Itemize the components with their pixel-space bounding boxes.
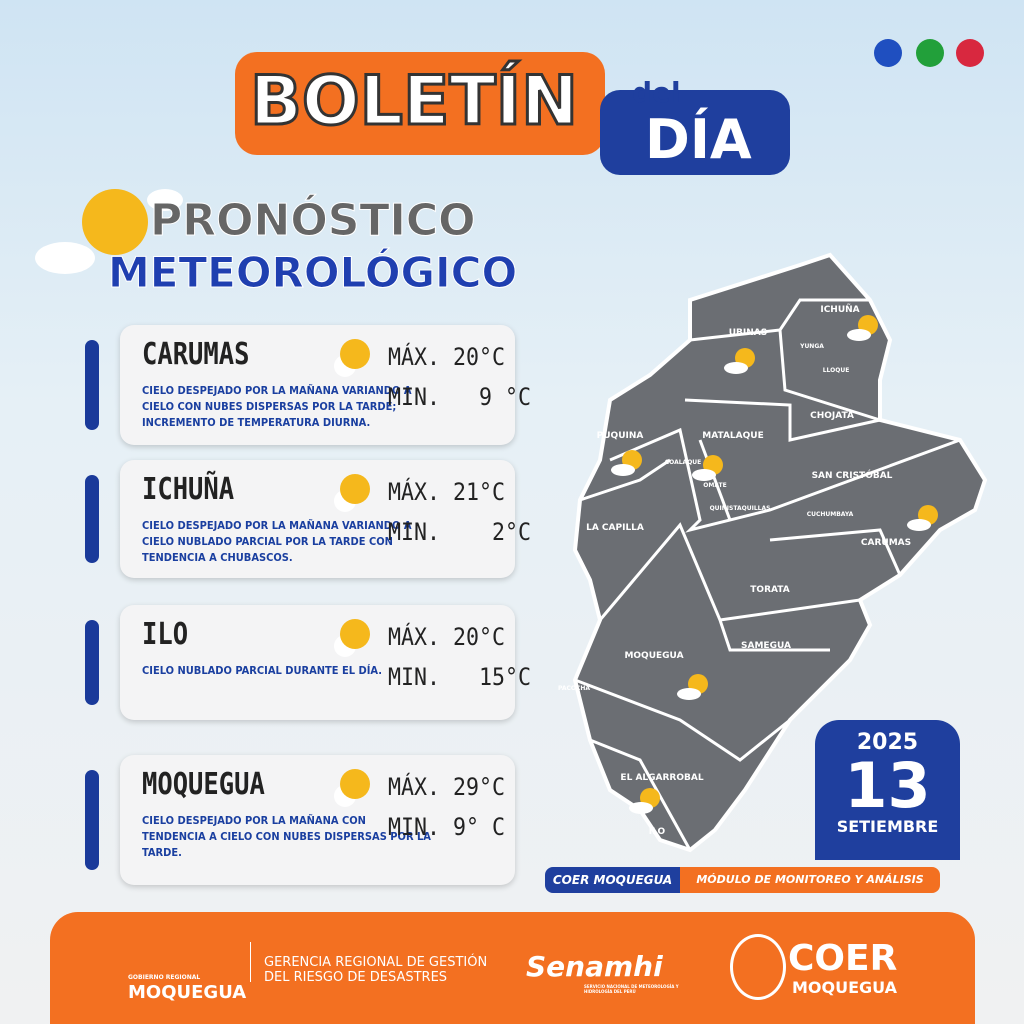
map-label: PACOCHA [558, 685, 590, 692]
cloud-icon [611, 464, 635, 476]
forecast-max: MÁX. 21°C [388, 478, 506, 506]
map-label: MATALAQUE [702, 431, 763, 441]
weather-icon [340, 474, 370, 504]
forecast-description: CIELO DESPEJADO POR LA MAÑANA VARIANDO A… [142, 384, 412, 429]
map-label: TORATA [750, 585, 789, 595]
map-label: SAN CRISTÓBAL [812, 469, 893, 481]
forecast-max: MÁX. 29°C [388, 773, 506, 801]
map-label: CHOJATA [810, 411, 854, 421]
forecast-name: ICHUÑA [142, 472, 235, 507]
date-year: 2025 [856, 730, 919, 755]
cloud-icon [907, 519, 931, 531]
forecast-card: ILO CIELO NUBLADO PARCIAL DURANTE EL DÍA.… [120, 605, 531, 720]
forecast-min: MIN. 9 °C [388, 383, 532, 411]
map-label: ILO [649, 827, 666, 837]
date-box: 2025 13 SETIEMBRE [815, 720, 960, 860]
weather-icon [340, 339, 370, 369]
cloud-icon [692, 469, 716, 481]
cloud-icon [629, 802, 653, 814]
map-label: OMATE [703, 482, 726, 489]
forecast-min: MIN. 15°C [388, 663, 532, 691]
senamhi: Senamhi [526, 950, 663, 983]
forecast-name: CARUMAS [142, 337, 250, 372]
forecast-card: MOQUEGUA CIELO DESPEJADO POR LA MAÑANA CO… [120, 755, 515, 885]
date-day: 13 [844, 749, 931, 822]
forecast-name: MOQUEGUA [142, 767, 265, 802]
forecast-min: MIN. 2°C [388, 518, 532, 546]
weather-icon [340, 769, 370, 799]
forecast-card: CARUMAS CIELO DESPEJADO POR LA MAÑANA VAR… [120, 325, 531, 445]
gov-small: GOBIERNO REGIONAL [128, 974, 201, 981]
section-line2: METEOROLÓGICO [107, 248, 518, 298]
section-line1: PRONÓSTICO [150, 195, 477, 247]
map-label: QUINISTAQUILLAS [710, 505, 771, 512]
cloud-icon [677, 688, 701, 700]
map-label: CUCHUMBAYA [807, 511, 854, 518]
map-label: LLOQUE [823, 367, 850, 374]
gerencia-2: DEL RIESGO DE DESASTRES [264, 970, 448, 985]
map-label: YUNGA [799, 343, 824, 350]
cloud-icon [847, 329, 871, 341]
cloud-icon [724, 362, 748, 374]
map-label: LA CAPILLA [586, 523, 644, 533]
card-bar [85, 340, 99, 430]
title: BOLETÍN [248, 61, 579, 143]
map-label: COALAQUE [665, 459, 702, 466]
coer: COER [788, 938, 898, 979]
card-bar [85, 770, 99, 870]
map-label: SAMEGUA [741, 641, 791, 651]
date-month: SETIEMBRE [836, 817, 939, 836]
title-del: del [632, 76, 681, 109]
map-label: PUQUINA [597, 431, 644, 441]
map-label: MOQUEGUA [624, 651, 683, 661]
forecast-card: ICHUÑA CIELO DESPEJADO POR LA MAÑANA VARI… [120, 460, 531, 578]
map-label: CARUMAS [861, 538, 911, 548]
map-label: EL ALGARROBAL [620, 773, 703, 783]
map-label: UBINAS [729, 328, 768, 338]
card-bar [85, 475, 99, 563]
credit-left: COER MOQUEGUA [545, 867, 680, 893]
map-label: ICHUÑA [820, 304, 859, 315]
forecast-description: CIELO DESPEJADO POR LA MAÑANA VARIANDO A… [142, 519, 412, 564]
senamhi-sub: SERVICIO NACIONAL DE METEOROLOGÍA Y HIDR… [584, 984, 679, 994]
forecast-description: CIELO NUBLADO PARCIAL DURANTE EL DÍA. [142, 664, 383, 677]
title-dia: DÍA [645, 108, 752, 171]
footer: GOBIERNO REGIONAL MOQUEGUA GERENCIA REGI… [50, 912, 975, 1024]
weather-icon [340, 619, 370, 649]
forecast-max: MÁX. 20°C [388, 343, 506, 371]
forecast-name: ILO [142, 617, 189, 652]
forecast-description: CIELO DESPEJADO POR LA MAÑANA CON TENDEN… [142, 814, 431, 859]
forecast-max: MÁX. 20°C [388, 623, 506, 651]
credit-right: MÓDULO DE MONITOREO Y ANÁLISIS [680, 867, 940, 893]
gov: MOQUEGUA [128, 982, 247, 1003]
card-bar [85, 620, 99, 705]
coer-sub: MOQUEGUA [792, 978, 898, 997]
gerencia-1: GERENCIA REGIONAL DE GESTIÓN [264, 955, 488, 970]
forecast-min: MIN. 9° C [388, 813, 506, 841]
